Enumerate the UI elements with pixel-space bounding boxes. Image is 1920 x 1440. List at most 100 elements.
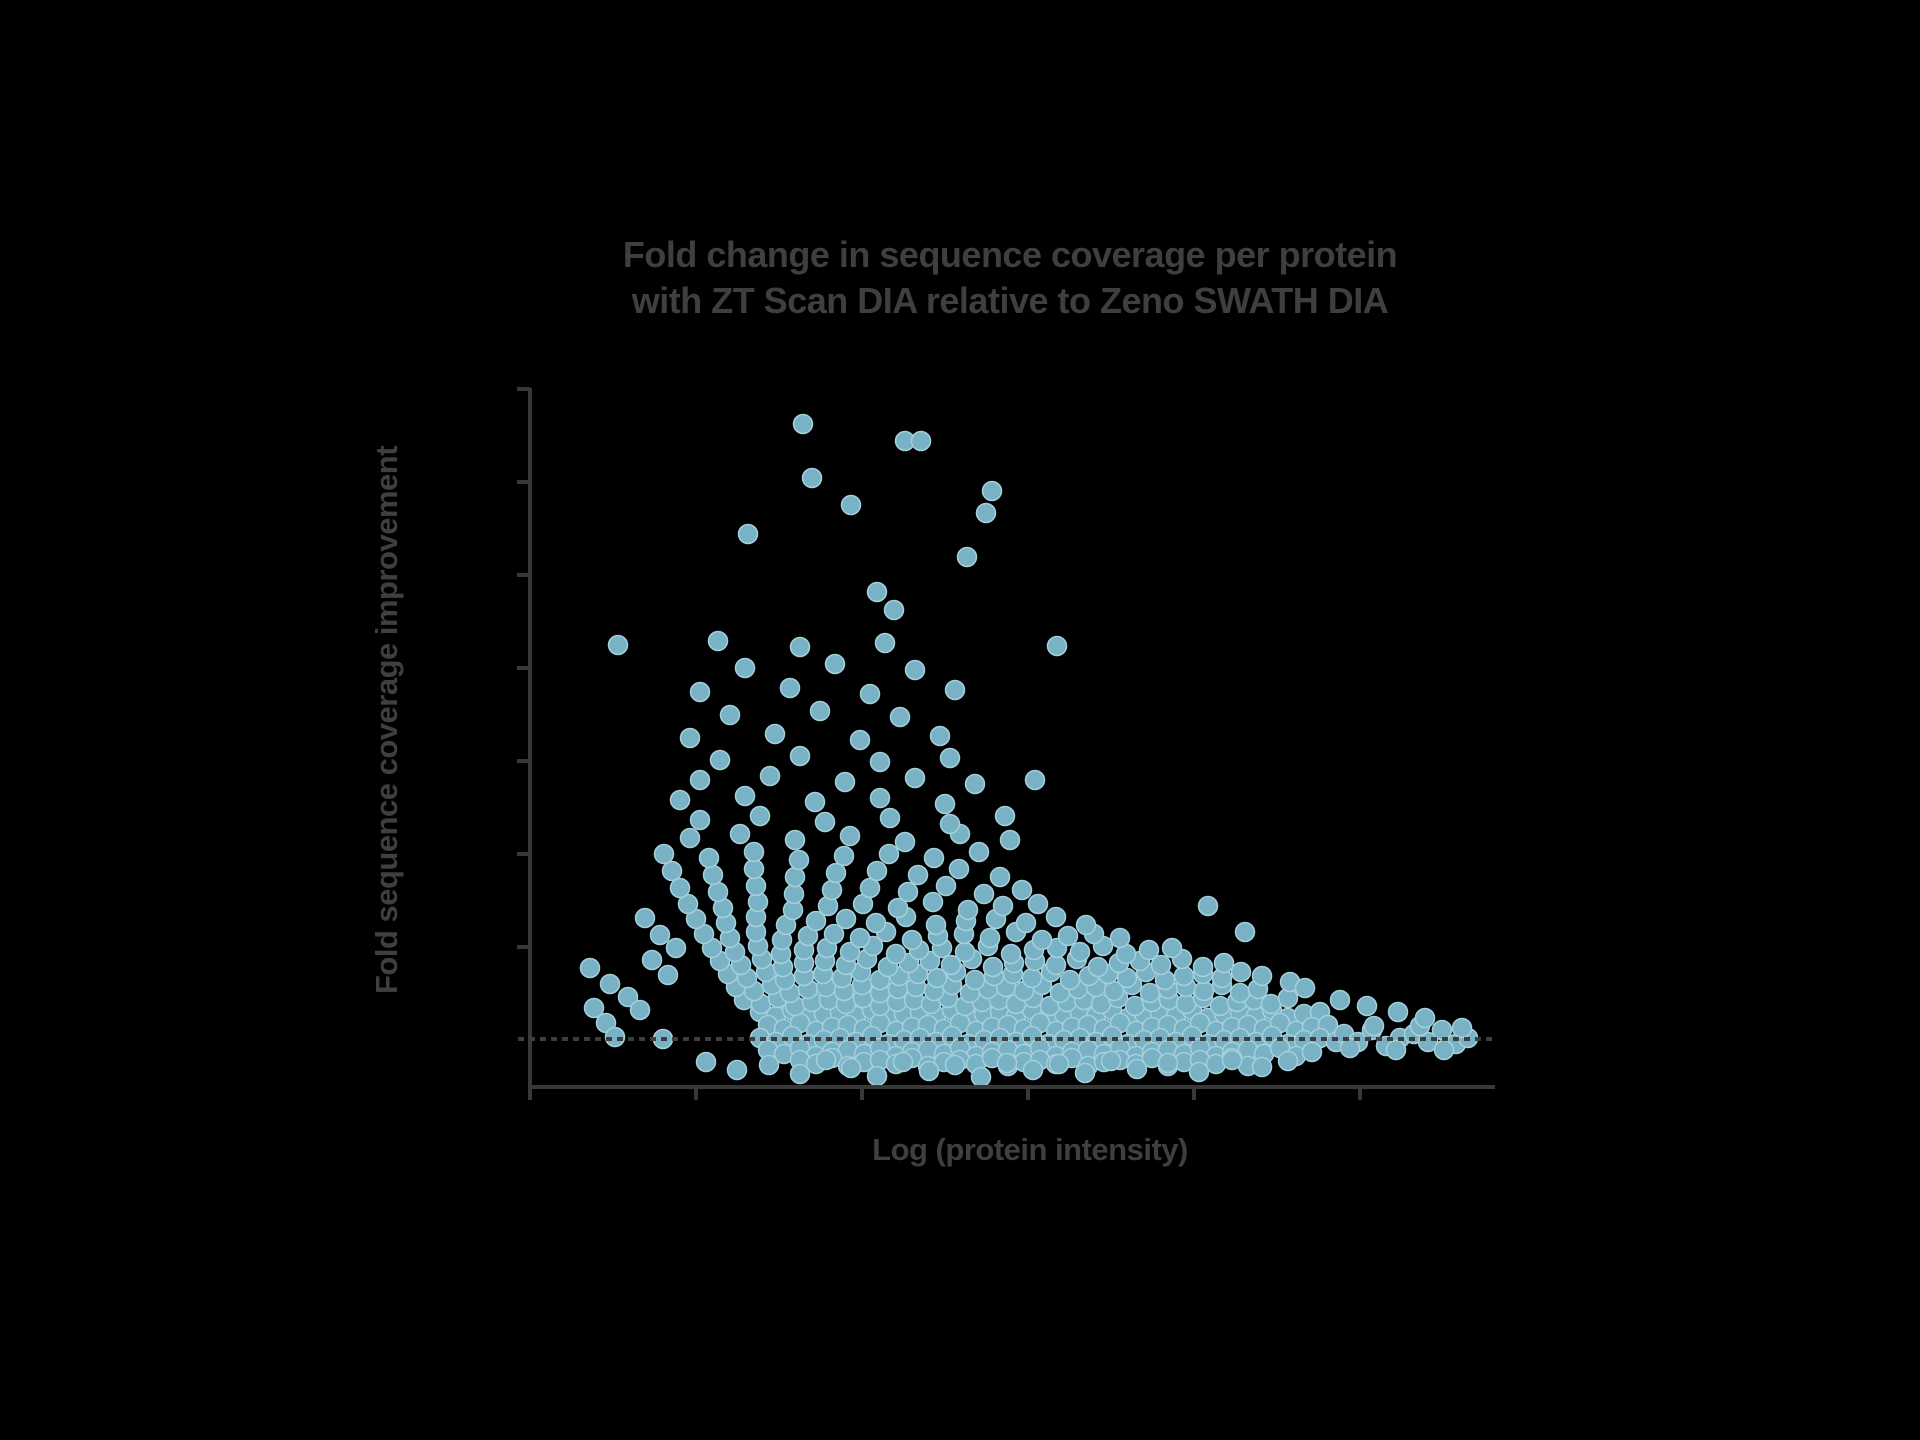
data-point [583, 997, 605, 1019]
data-point [869, 751, 891, 773]
data-point [834, 771, 856, 793]
data-point [989, 866, 1011, 888]
data-point [649, 924, 671, 946]
data-point [779, 677, 801, 699]
data-point [1175, 993, 1197, 1015]
data-point [702, 864, 724, 886]
data-point [994, 805, 1016, 827]
data-point [698, 847, 720, 869]
data-point [1150, 954, 1172, 976]
data-point [1277, 1050, 1299, 1072]
data-point [821, 879, 843, 901]
data-point [1100, 1050, 1122, 1072]
data-point [825, 862, 847, 884]
data-point [859, 683, 881, 705]
data-point [894, 831, 916, 853]
data-points [579, 413, 1479, 1088]
data-point [604, 1026, 626, 1048]
data-point [839, 941, 861, 963]
data-point [1069, 941, 1091, 963]
data-point [1173, 965, 1195, 987]
data-point [892, 1051, 914, 1073]
data-point [634, 907, 656, 929]
data-point [823, 923, 845, 945]
data-point [734, 657, 756, 679]
data-point [904, 659, 926, 681]
data-point [707, 630, 729, 652]
data-point [1045, 906, 1067, 928]
data-point [665, 937, 687, 959]
data-point [1356, 995, 1378, 1017]
data-point [764, 723, 786, 745]
data-point [1157, 1052, 1179, 1074]
data-point [1451, 1017, 1473, 1039]
data-point [1021, 967, 1043, 989]
data-point [792, 413, 814, 435]
data-point [975, 502, 997, 524]
data-point [874, 632, 896, 654]
x-axis-label: Log (protein intensity) [872, 1132, 1188, 1167]
data-point [885, 943, 907, 965]
data-point [1188, 1061, 1210, 1083]
data-point [973, 883, 995, 905]
data-point [1124, 995, 1146, 1017]
data-point [805, 910, 827, 932]
data-point [833, 845, 855, 867]
data-point [679, 727, 701, 749]
data-point [1192, 956, 1214, 978]
data-point [737, 523, 759, 545]
data-point [878, 843, 900, 865]
chart-title-line1: Fold change in sequence coverage per pro… [622, 234, 1398, 275]
data-point [1138, 939, 1160, 961]
data-point [1209, 995, 1231, 1017]
data-point [1027, 893, 1049, 915]
data-point [859, 877, 881, 899]
data-point [814, 811, 836, 833]
data-point [788, 849, 810, 871]
data-point [1057, 925, 1079, 947]
data-point [1433, 1039, 1455, 1061]
data-point [743, 841, 765, 863]
data-point [1048, 1053, 1070, 1075]
data-point [839, 825, 861, 847]
data-point [1229, 982, 1251, 1004]
data-point [940, 954, 962, 976]
data-point [719, 704, 741, 726]
data-point [1015, 912, 1037, 934]
data-point [707, 881, 729, 903]
data-point [789, 745, 811, 767]
data-point [922, 891, 944, 913]
data-point [677, 893, 699, 915]
data-point [1294, 977, 1316, 999]
data-point [840, 494, 862, 516]
data-point [979, 927, 1001, 949]
data-point [992, 895, 1014, 917]
data-point [1251, 965, 1273, 987]
data-point [669, 789, 691, 811]
data-point [1363, 1015, 1385, 1037]
data-point [804, 791, 826, 813]
data-point [1329, 989, 1351, 1011]
data-point [599, 973, 621, 995]
data-point [982, 956, 1004, 978]
data-point [887, 897, 909, 919]
data-point [883, 599, 905, 621]
data-point [849, 729, 871, 751]
data-point [784, 829, 806, 851]
data-point [734, 785, 756, 807]
chart-title: Fold change in sequence coverage per pro… [430, 232, 1590, 324]
data-point [1045, 954, 1067, 976]
data-point [1213, 952, 1235, 974]
data-point [1234, 921, 1256, 943]
axes [517, 387, 1495, 1100]
data-point [835, 908, 857, 930]
data-point [689, 809, 711, 831]
data-point [657, 964, 679, 986]
data-point [759, 765, 781, 787]
data-point [1075, 914, 1097, 936]
data-point [695, 1051, 717, 1073]
data-point [910, 430, 932, 452]
data-point [709, 749, 731, 771]
